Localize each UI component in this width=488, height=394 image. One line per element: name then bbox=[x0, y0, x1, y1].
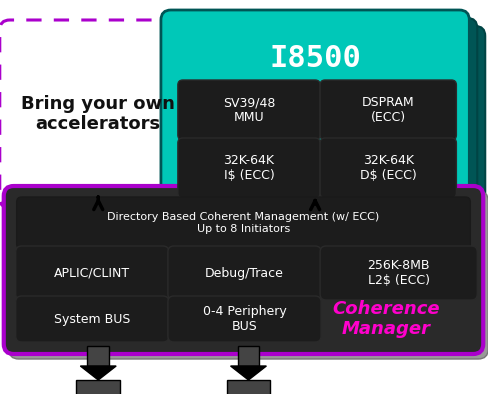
Text: Debug/Trace: Debug/Trace bbox=[205, 266, 284, 279]
Bar bbox=[87, 346, 109, 366]
Text: Bring your own
accelerators: Bring your own accelerators bbox=[21, 95, 175, 134]
FancyBboxPatch shape bbox=[178, 80, 320, 140]
FancyBboxPatch shape bbox=[178, 138, 320, 198]
FancyBboxPatch shape bbox=[0, 20, 197, 208]
FancyBboxPatch shape bbox=[17, 197, 470, 249]
FancyBboxPatch shape bbox=[168, 246, 321, 300]
Text: Directory Based Coherent Management (w/ ECC)
Up to 8 Initiators: Directory Based Coherent Management (w/ … bbox=[107, 212, 380, 234]
FancyBboxPatch shape bbox=[161, 10, 469, 215]
Text: 32K-64K
I$ (ECC): 32K-64K I$ (ECC) bbox=[224, 154, 274, 182]
FancyBboxPatch shape bbox=[168, 296, 321, 342]
Bar bbox=[77, 380, 120, 394]
Text: DSPRAM
(ECC): DSPRAM (ECC) bbox=[362, 96, 414, 124]
Text: 0-4 Periphery
BUS: 0-4 Periphery BUS bbox=[203, 305, 286, 333]
FancyBboxPatch shape bbox=[9, 191, 488, 359]
FancyBboxPatch shape bbox=[169, 18, 477, 223]
FancyBboxPatch shape bbox=[4, 186, 483, 354]
Bar bbox=[238, 346, 260, 366]
Text: I8500: I8500 bbox=[269, 43, 361, 72]
FancyBboxPatch shape bbox=[320, 80, 456, 140]
Text: System BUS: System BUS bbox=[54, 312, 130, 325]
Text: 32K-64K
D$ (ECC): 32K-64K D$ (ECC) bbox=[360, 154, 417, 182]
FancyBboxPatch shape bbox=[177, 26, 485, 231]
FancyBboxPatch shape bbox=[320, 138, 456, 198]
Text: Coherence
Manager: Coherence Manager bbox=[332, 299, 440, 338]
Polygon shape bbox=[230, 366, 266, 380]
FancyBboxPatch shape bbox=[16, 296, 169, 342]
Text: 256K-8MB
L2$ (ECC): 256K-8MB L2$ (ECC) bbox=[367, 259, 430, 287]
Bar bbox=[226, 380, 270, 394]
FancyBboxPatch shape bbox=[16, 246, 169, 300]
Text: SV39/48
MMU: SV39/48 MMU bbox=[223, 96, 275, 124]
FancyBboxPatch shape bbox=[320, 246, 477, 300]
Text: APLIC/CLINT: APLIC/CLINT bbox=[54, 266, 130, 279]
Polygon shape bbox=[81, 366, 116, 380]
